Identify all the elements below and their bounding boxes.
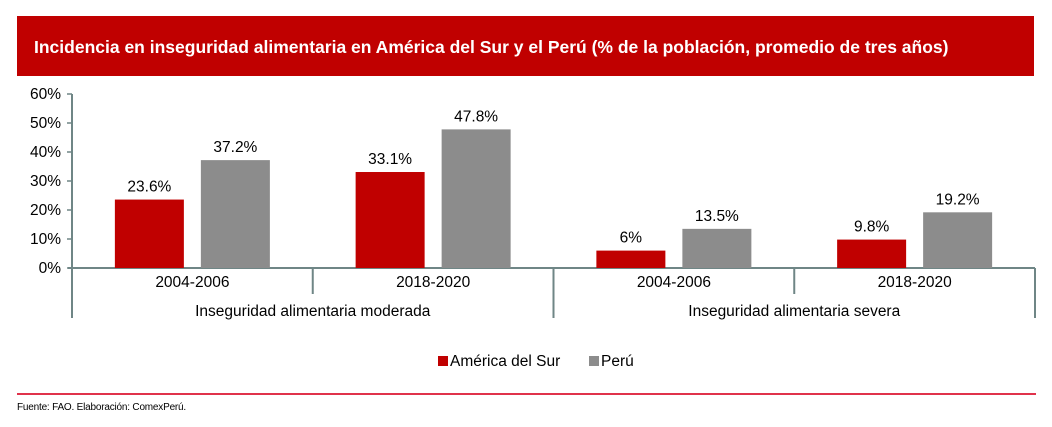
legend-swatch-america-del-sur bbox=[438, 356, 448, 366]
chart-title: Incidencia en inseguridad alimentaria en… bbox=[34, 37, 949, 57]
data-label: 23.6% bbox=[127, 179, 171, 196]
x-group-label: Inseguridad alimentaria severa bbox=[688, 303, 900, 320]
data-label: 9.8% bbox=[854, 219, 890, 236]
legend-swatch-peru bbox=[589, 356, 599, 366]
bar-peru bbox=[682, 228, 752, 268]
x-category-label: 2004-2006 bbox=[637, 274, 711, 291]
bar-america-del-sur bbox=[114, 199, 184, 268]
data-label: 13.5% bbox=[695, 208, 739, 225]
data-label: 47.8% bbox=[454, 108, 498, 125]
y-tick-label: 40% bbox=[30, 144, 61, 161]
y-tick-label: 50% bbox=[30, 115, 61, 132]
x-category-label: 2018-2020 bbox=[396, 274, 471, 291]
data-label: 6% bbox=[620, 230, 643, 247]
bar-america-del-sur bbox=[837, 239, 907, 268]
data-label: 37.2% bbox=[213, 139, 257, 156]
data-label: 19.2% bbox=[936, 191, 980, 208]
y-tick-label: 0% bbox=[39, 260, 62, 277]
y-tick-label: 60% bbox=[30, 86, 61, 103]
y-tick-label: 10% bbox=[30, 231, 61, 248]
bar-peru bbox=[200, 160, 270, 268]
y-tick-label: 30% bbox=[30, 173, 61, 190]
data-label: 33.1% bbox=[368, 151, 412, 168]
bar-peru bbox=[923, 212, 993, 268]
x-category-label: 2018-2020 bbox=[878, 274, 953, 291]
bar-america-del-sur bbox=[355, 172, 425, 268]
bar-chart: 0% 10% 20% 30% 40% 50% 60% 2004-2006 2018-2020 20… bbox=[30, 86, 1036, 370]
chart-header: Incidencia en inseguridad alimentaria en… bbox=[17, 16, 1034, 76]
x-group-label: Inseguridad alimentaria moderada bbox=[195, 303, 431, 320]
source-note: Fuente: FAO. Elaboración: ComexPerú. bbox=[17, 402, 186, 413]
x-category-label: 2004-2006 bbox=[155, 274, 229, 291]
footer-divider bbox=[17, 393, 1036, 395]
bar-peru bbox=[441, 129, 511, 268]
legend-label: Perú bbox=[601, 353, 634, 370]
bar-america-del-sur bbox=[596, 250, 666, 268]
y-tick-label: 20% bbox=[30, 202, 61, 219]
legend-label: América del Sur bbox=[450, 353, 560, 370]
